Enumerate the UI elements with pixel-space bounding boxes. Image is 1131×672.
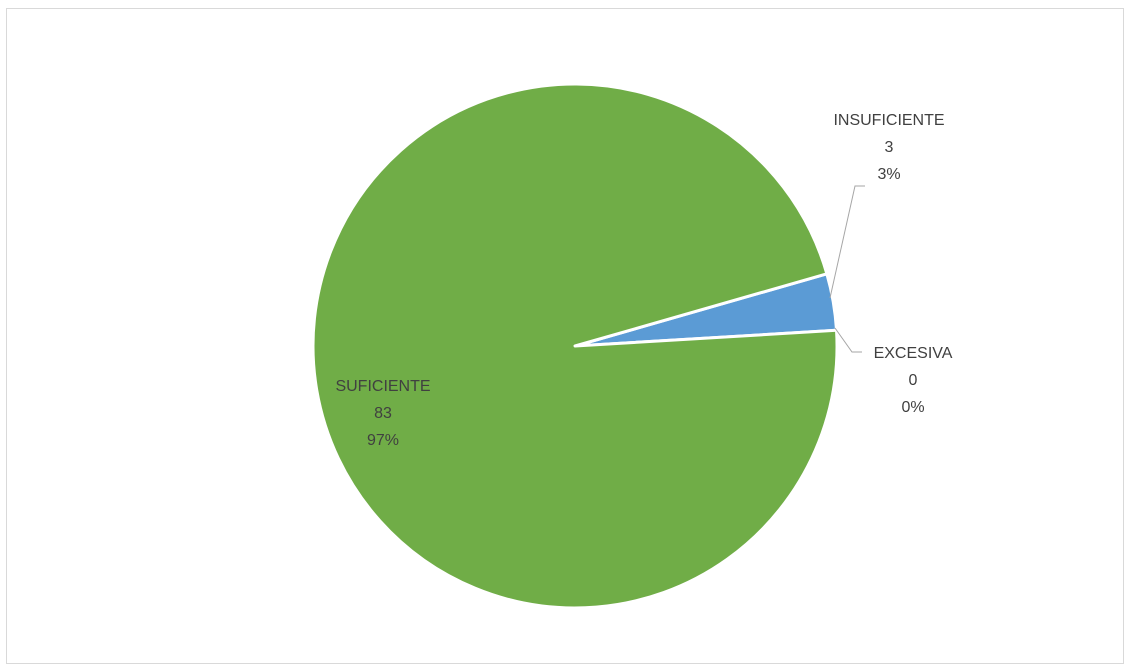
data-label-insuficiente: INSUFICIENTE 3 3% <box>833 112 944 183</box>
label-category: EXCESIVA <box>874 345 953 362</box>
label-value: 83 <box>374 405 392 422</box>
label-percent: 3% <box>877 166 900 183</box>
label-category: INSUFICIENTE <box>833 112 944 129</box>
label-value: 3 <box>885 139 894 156</box>
label-value: 0 <box>909 372 918 389</box>
pie-slice-suficiente <box>311 82 839 610</box>
data-label-excesiva: EXCESIVA 0 0% <box>874 345 953 416</box>
label-category: SUFICIENTE <box>335 378 430 395</box>
data-label-suficiente: SUFICIENTE 83 97% <box>335 378 430 449</box>
label-percent: 0% <box>901 399 924 416</box>
label-percent: 97% <box>367 432 399 449</box>
leader-line-excesiva <box>834 327 862 353</box>
leader-line-insuficiente <box>829 185 865 299</box>
